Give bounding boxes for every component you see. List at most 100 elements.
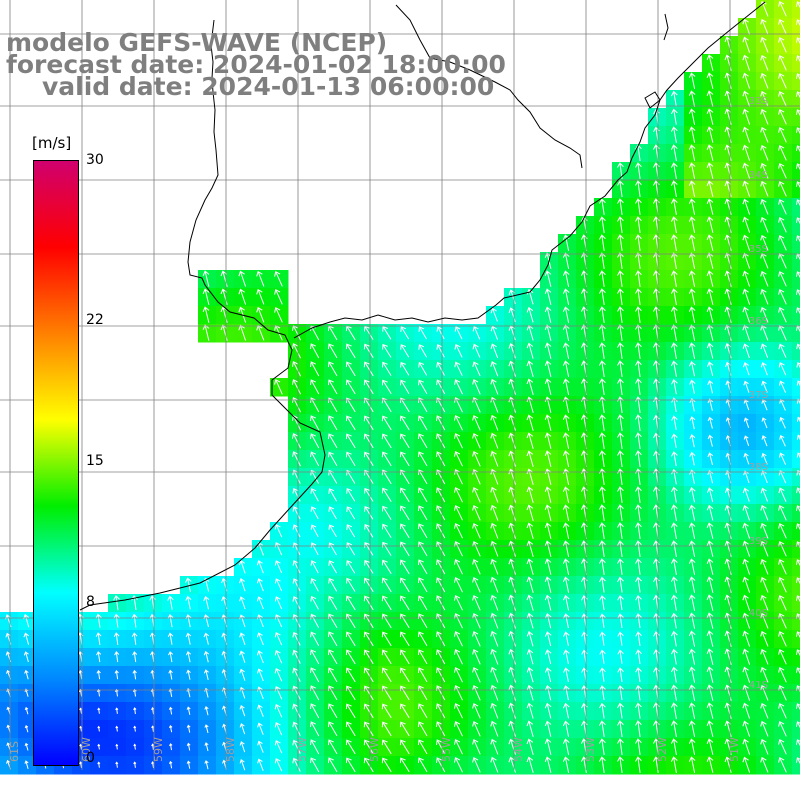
wind-arrow	[454, 451, 463, 467]
wind-arrow	[417, 703, 428, 719]
wind-arrow	[635, 414, 642, 431]
wind-arrow	[724, 72, 732, 89]
wind-arrow	[490, 343, 499, 359]
wind-arrow	[400, 344, 410, 358]
wind-arrow	[688, 738, 696, 755]
wind-arrow	[706, 666, 714, 683]
wind-arrow	[778, 162, 787, 179]
wind-arrow	[688, 756, 696, 773]
wind-arrow	[778, 630, 787, 647]
wind-arrow	[562, 576, 570, 593]
wind-arrow	[706, 324, 714, 341]
wind-arrow	[454, 559, 463, 575]
wind-arrow	[79, 761, 83, 768]
wind-arrow	[796, 181, 800, 189]
wind-arrow	[400, 379, 410, 394]
wind-arrow	[363, 739, 374, 755]
latitude-label: 33S	[749, 96, 768, 107]
wind-arrow	[239, 723, 246, 735]
wind-arrow	[508, 522, 516, 539]
wind-arrow	[436, 505, 446, 521]
wind-arrow	[688, 72, 696, 89]
wind-arrow	[724, 522, 732, 539]
wind-arrow	[168, 724, 173, 733]
wind-arrow	[617, 216, 624, 233]
wind-arrow	[239, 668, 246, 681]
wind-arrow	[490, 558, 499, 575]
wind-arrow	[742, 108, 751, 125]
wind-arrow	[292, 361, 302, 377]
wind-arrow	[706, 630, 714, 647]
wind-arrow	[760, 90, 769, 107]
wind-arrow	[796, 541, 800, 549]
wind-arrow	[454, 631, 463, 647]
wind-arrow	[635, 324, 642, 341]
wind-arrow	[454, 433, 463, 449]
wind-arrow	[436, 451, 446, 467]
wind-arrow	[742, 756, 751, 773]
wind-arrow	[345, 613, 356, 629]
wind-arrow	[256, 560, 264, 574]
wind-arrow	[670, 486, 678, 503]
wind-arrow	[688, 90, 696, 107]
wind-arrow	[706, 684, 714, 701]
wind-speed-cell	[792, 324, 800, 343]
axis-labels: 61S 60W 59W 58W 57W 56W 55W 54W 53W 52W 51W 33S 34S 3…	[8, 96, 768, 762]
wind-arrow	[599, 667, 606, 682]
wind-arrow	[472, 630, 481, 647]
longitude-label: 54W	[512, 737, 525, 762]
wind-arrow	[24, 669, 29, 680]
wind-arrow	[670, 90, 678, 107]
wind-arrow	[327, 343, 338, 359]
wind-arrow	[133, 761, 137, 768]
wind-arrow	[526, 630, 534, 647]
wind-arrow	[742, 126, 751, 143]
colorbar-tick-label: 0	[86, 750, 95, 766]
wind-arrow	[544, 270, 552, 287]
wind-arrow	[167, 613, 174, 628]
wind-arrow	[670, 594, 678, 611]
wind-arrow	[724, 234, 732, 251]
wind-arrow	[381, 415, 392, 431]
wind-arrow	[670, 216, 678, 233]
coastline	[79, 1, 766, 611]
wind-arrow	[635, 270, 642, 287]
wind-arrow	[563, 667, 570, 682]
wind-arrow	[185, 614, 192, 628]
wind-arrow	[635, 360, 642, 377]
wind-arrow	[363, 361, 374, 377]
wind-arrow	[760, 470, 768, 484]
wind-arrow	[688, 180, 696, 197]
wind-arrow	[706, 162, 714, 179]
wind-arrow	[168, 706, 173, 715]
latitude-label: 37S	[749, 390, 768, 401]
wind-arrow	[238, 559, 246, 574]
wind-arrow	[508, 612, 516, 629]
latitude-label: 40S	[749, 608, 768, 619]
wind-arrow	[598, 252, 606, 269]
wind-arrow	[688, 162, 696, 179]
wind-arrow	[436, 361, 445, 376]
wind-arrow	[670, 306, 678, 323]
wind-speed-cell	[792, 576, 800, 595]
wind-arrow	[796, 398, 800, 405]
wind-arrow	[417, 451, 428, 467]
wind-arrow	[328, 595, 338, 610]
wind-arrow	[760, 18, 769, 35]
wind-arrow	[436, 757, 446, 773]
wind-arrow	[706, 90, 714, 107]
wind-arrow	[220, 270, 228, 287]
wind-arrow	[508, 702, 516, 719]
wind-arrow	[526, 684, 534, 701]
wind-arrow	[274, 524, 283, 538]
wind-arrow	[760, 702, 769, 719]
wind-arrow	[724, 90, 732, 107]
wind-arrow	[761, 452, 768, 465]
wind-arrow	[562, 756, 570, 773]
longitude-label: 58W	[224, 737, 237, 762]
wind-arrow	[382, 343, 392, 358]
wind-arrow	[363, 685, 374, 701]
wind-arrow	[131, 632, 138, 645]
wind-arrow	[381, 721, 392, 737]
wind-arrow	[472, 612, 481, 629]
